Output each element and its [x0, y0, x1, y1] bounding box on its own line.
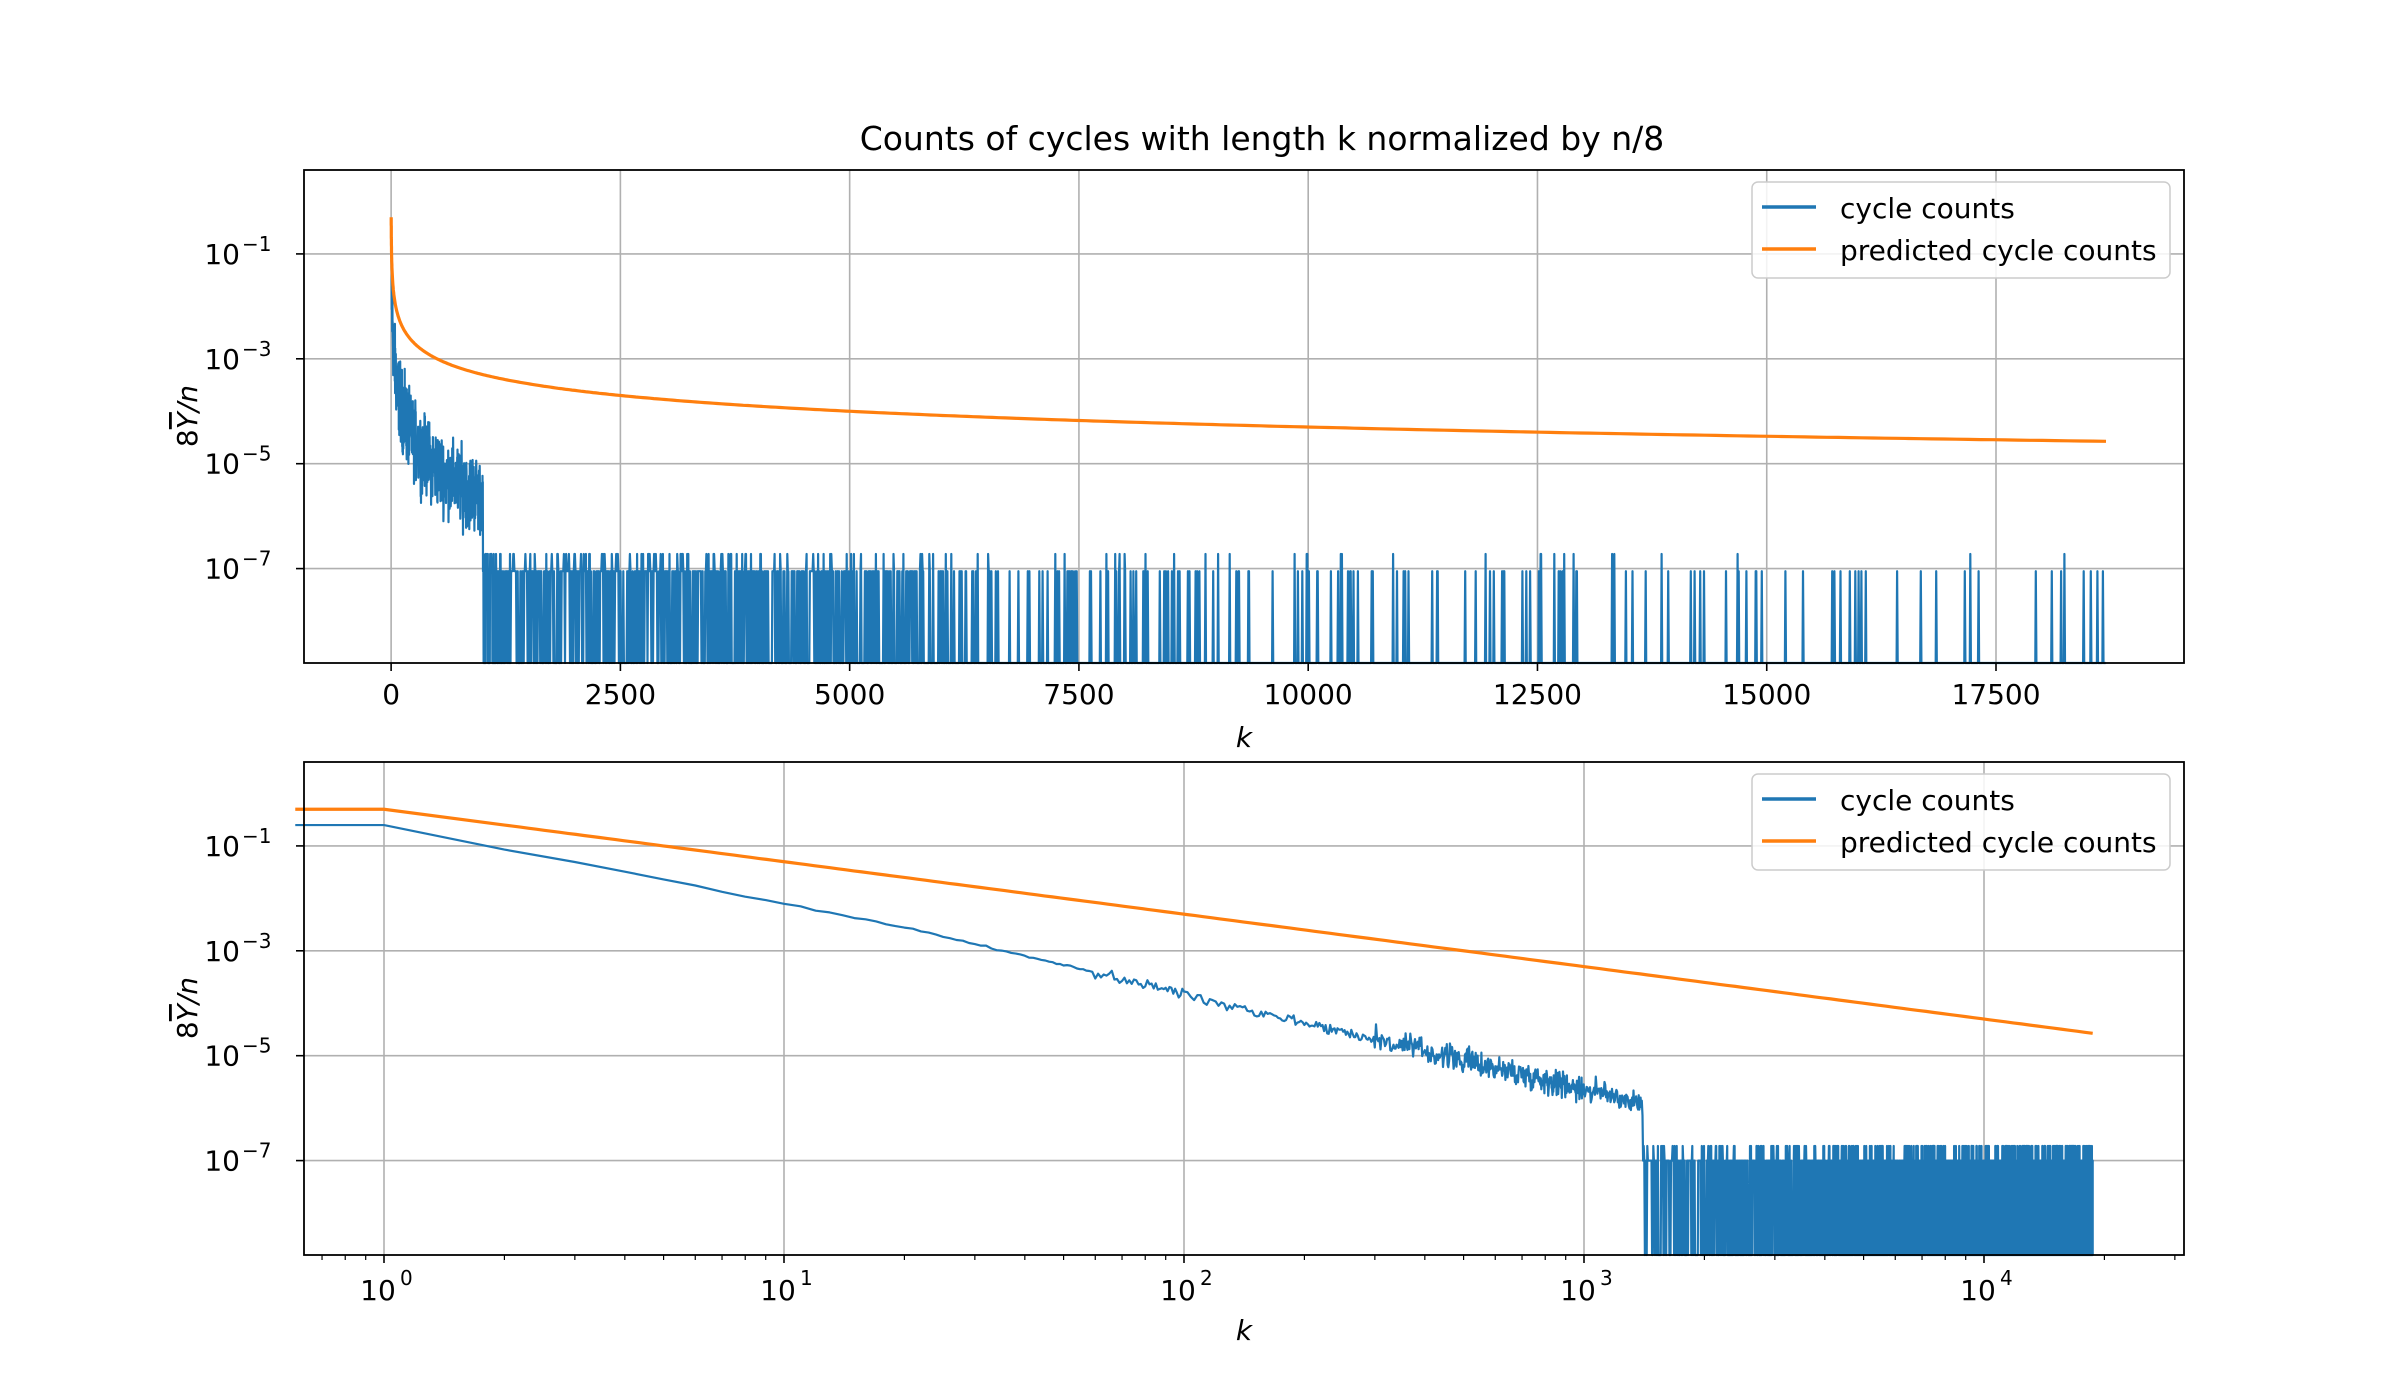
- bottom-legend-observed-label: cycle counts: [1840, 784, 2015, 817]
- bottom-y-tick-label: 10: [204, 830, 240, 863]
- top-y-tick-exponent: −1: [242, 232, 271, 256]
- top-x-ticks: 0 2500 5000 7500 10000 12500 15000 17500: [382, 663, 2041, 711]
- bottom-observed-line: [295, 823, 2094, 1257]
- top-y-tick-label: 10: [204, 448, 240, 481]
- chart-title: Counts of cycles with length k normalize…: [860, 119, 1665, 158]
- top-y-tick-label: 10: [204, 553, 240, 586]
- top-x-axis-label: k: [1236, 721, 1254, 754]
- bottom-observed-series: [295, 823, 2094, 1257]
- top-panel: 0 2500 5000 7500 10000 12500 15000 17500 10 −110…: [171, 169, 2185, 754]
- bottom-y-tick-label: 10: [204, 1145, 240, 1178]
- bottom-y-tick-label: 10: [204, 1040, 240, 1073]
- top-x-tick-label: 10000: [1264, 678, 1353, 711]
- bottom-legend: cycle counts predicted cycle counts: [1751, 773, 2171, 871]
- bottom-x-tick-exponent: 1: [800, 1266, 813, 1290]
- top-x-tick-label: 2500: [585, 678, 656, 711]
- bottom-x-tick-label: 10: [760, 1274, 796, 1307]
- bottom-y-tick-exponent: −1: [242, 824, 271, 848]
- bottom-legend-predicted-label: predicted cycle counts: [1840, 826, 2157, 859]
- top-y-axis-label: 8Y/n: [171, 385, 204, 447]
- bottom-y-tick-exponent: −3: [242, 929, 271, 953]
- top-axes-frame: [303, 169, 2185, 664]
- top-x-tick-label: 0: [382, 678, 400, 711]
- top-x-tick-label: 12500: [1493, 678, 1582, 711]
- bottom-x-tick-label: 10: [360, 1274, 396, 1307]
- top-y-tick-exponent: −5: [242, 442, 271, 466]
- top-y-axis-symbol: Y: [171, 410, 204, 429]
- top-predicted-series: [389, 217, 2107, 443]
- top-legend: cycle counts predicted cycle counts: [1751, 181, 2171, 279]
- bottom-x-tick-exponent: 2: [1200, 1266, 1213, 1290]
- bottom-x-ticks: 10 0 10 1 10 2 10 3 10 4: [321, 1255, 2176, 1307]
- bottom-y-axis-label: 8Y/n: [171, 977, 204, 1039]
- bottom-y-tick-exponent: −7: [242, 1139, 271, 1163]
- top-y-tick-label: 10: [204, 343, 240, 376]
- bottom-x-tick-label: 10: [1560, 1274, 1596, 1307]
- top-legend-box: [1751, 181, 2171, 279]
- bottom-x-tick-exponent: 0: [400, 1266, 413, 1290]
- top-legend-predicted-label: predicted cycle counts: [1840, 234, 2157, 267]
- bottom-grid: [304, 762, 2184, 1255]
- bottom-legend-box: [1751, 773, 2171, 871]
- bottom-x-tick-exponent: 4: [2000, 1266, 2013, 1290]
- top-x-tick-label: 15000: [1722, 678, 1811, 711]
- top-y-ticks: 10−110−310−510−7: [204, 232, 304, 586]
- top-y-tick-label: 10: [204, 238, 240, 271]
- bottom-y-tick-exponent: −5: [242, 1034, 271, 1058]
- bottom-predicted-line: [295, 807, 2093, 1035]
- top-x-tick-label: 5000: [814, 678, 885, 711]
- bottom-x-tick-exponent: 3: [1600, 1266, 1613, 1290]
- bottom-x-axis-label: k: [1236, 1314, 1254, 1347]
- bottom-x-tick-label: 10: [1160, 1274, 1196, 1307]
- top-x-tick-label: 7500: [1043, 678, 1114, 711]
- bottom-y-tick-label: 10: [204, 935, 240, 968]
- top-legend-observed-label: cycle counts: [1840, 192, 2015, 225]
- top-x-tick-label: 17500: [1951, 678, 2040, 711]
- bottom-predicted-series: [295, 807, 2093, 1035]
- bottom-x-tick-label: 10: [1960, 1274, 1996, 1307]
- bottom-y-axis-symbol: Y: [171, 1002, 204, 1021]
- bottom-y-ticks: 10−110−310−510−7: [204, 824, 304, 1178]
- top-y-tick-exponent: −7: [242, 547, 271, 571]
- bottom-axes-frame: [303, 761, 2185, 1256]
- bottom-panel: 10 0 10 1 10 2 10 3 10 4 10−110−310−510−7 k 8Y/n …: [171, 761, 2185, 1347]
- top-y-tick-exponent: −3: [242, 337, 271, 361]
- top-predicted-line: [389, 217, 2107, 443]
